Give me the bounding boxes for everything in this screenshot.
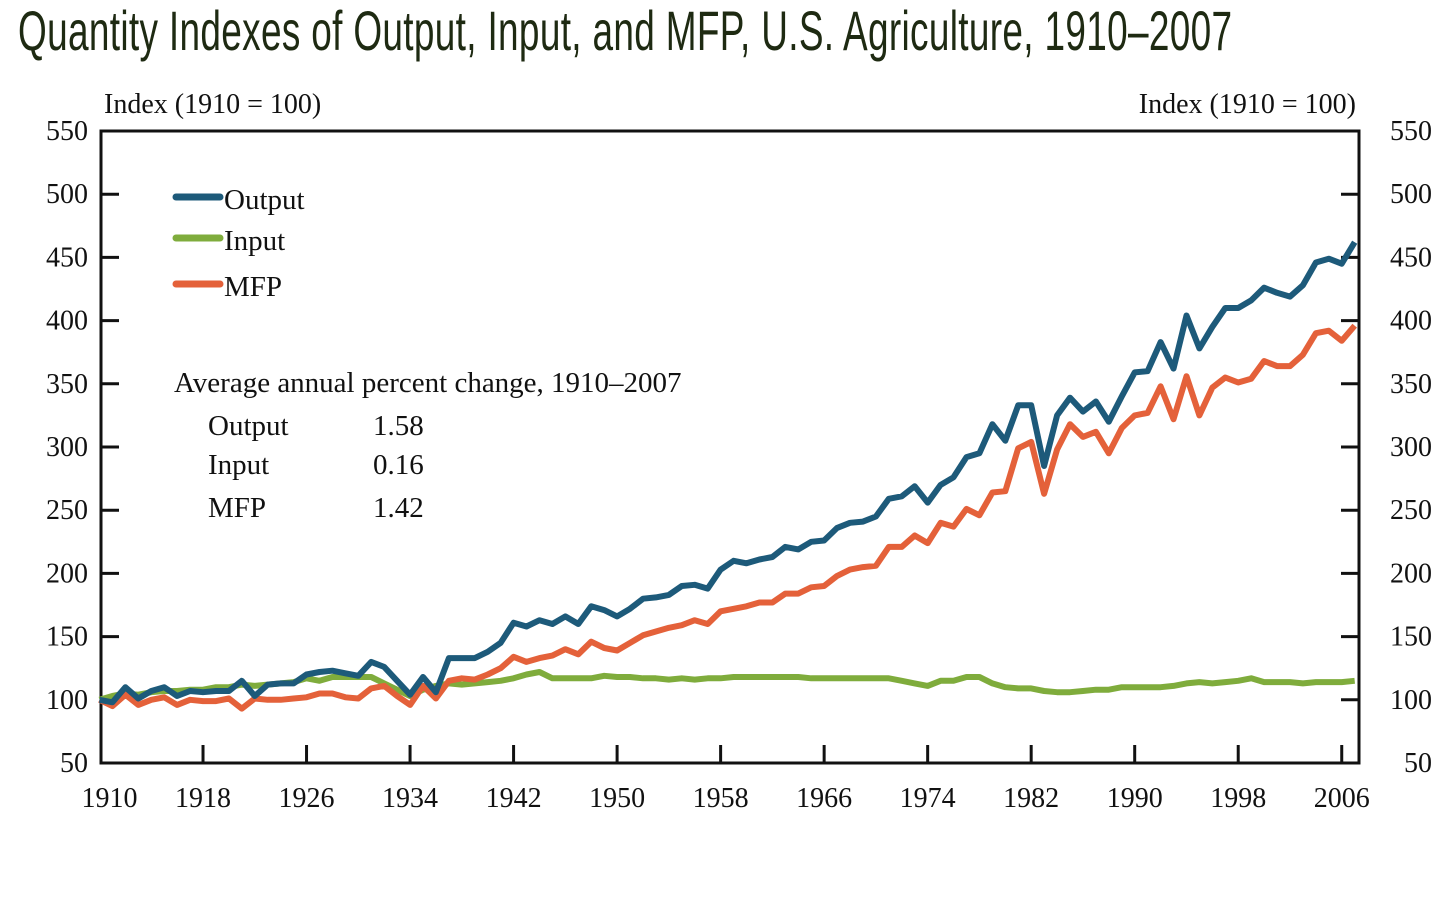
y-tick-label-left: 500 [46, 179, 88, 210]
y-tick-label-right: 450 [1390, 242, 1432, 273]
y-axis-label-left: Index (1910 = 100) [104, 89, 321, 120]
annotation-value-mfp: 1.42 [373, 492, 424, 524]
y-tick-label-left: 550 [46, 116, 88, 147]
x-tick-label: 1966 [796, 783, 852, 814]
annotation-value-output: 1.58 [373, 410, 424, 442]
y-tick-label-left: 100 [46, 685, 88, 716]
x-tick-label: 1998 [1210, 783, 1266, 814]
x-tick-label: 1918 [175, 783, 231, 814]
x-tick-label: 1934 [382, 783, 438, 814]
x-tick-label: 1990 [1107, 783, 1163, 814]
x-tick-label: 1982 [1003, 783, 1059, 814]
y-tick-label-left: 200 [46, 558, 88, 589]
series-line-mfp [98, 323, 1357, 712]
plot-frame [99, 129, 1361, 765]
annotation-label-input: Input [208, 449, 269, 481]
y-tick-label-right: 50 [1404, 748, 1432, 779]
x-tick-label: 1974 [900, 783, 956, 814]
y-tick-label-left: 350 [46, 369, 88, 400]
x-tick-label: 1926 [279, 783, 335, 814]
y-tick-label-right: 400 [1390, 306, 1432, 337]
legend: Output Input MFP [172, 184, 305, 303]
legend-label-input: Input [224, 225, 285, 257]
series-line-input [98, 669, 1355, 703]
annotation-label-output: Output [208, 410, 289, 442]
y-tick-label-right: 200 [1390, 558, 1432, 589]
chart-title: Quantity Indexes of Output, Input, and M… [18, 0, 1233, 62]
y-tick-label-left: 400 [46, 306, 88, 337]
x-tick-label: 2006 [1314, 783, 1370, 814]
annotation-value-input: 0.16 [373, 449, 424, 481]
legend-label-output: Output [224, 184, 305, 216]
y-tick-label-right: 500 [1390, 179, 1432, 210]
y-axis-label-right: Index (1910 = 100) [1139, 89, 1356, 120]
x-tick-label: 1910 [82, 783, 138, 814]
x-tick-label: 1942 [486, 783, 542, 814]
y-tick-label-left: 250 [46, 495, 88, 526]
y-tick-label-right: 550 [1390, 116, 1432, 147]
x-tick-label: 1958 [693, 783, 749, 814]
x-tick-label: 1950 [589, 783, 645, 814]
y-tick-label-right: 100 [1390, 685, 1432, 716]
y-tick-label-left: 300 [46, 432, 88, 463]
y-tick-label-left: 50 [60, 748, 88, 779]
y-tick-label-right: 150 [1390, 622, 1432, 653]
legend-label-mfp: MFP [224, 271, 282, 303]
annotation-heading: Average annual percent change, 1910–2007 [174, 367, 682, 399]
y-tick-label-left: 450 [46, 242, 88, 273]
y-tick-label-right: 250 [1390, 495, 1432, 526]
annotation: Average annual percent change, 1910–2007… [174, 367, 682, 524]
y-tick-label-right: 350 [1390, 369, 1432, 400]
annotation-label-mfp: MFP [208, 492, 266, 524]
y-tick-label-right: 300 [1390, 432, 1432, 463]
series-line-output [98, 240, 1358, 706]
y-tick-label-left: 150 [46, 622, 88, 653]
